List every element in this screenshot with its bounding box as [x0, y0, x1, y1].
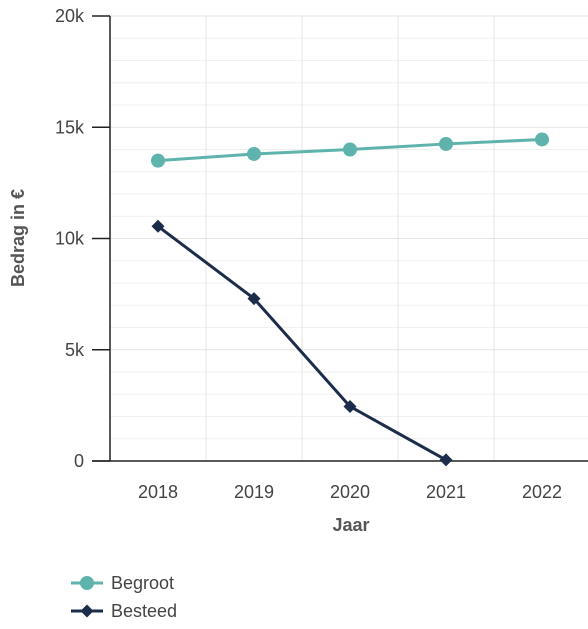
data-point — [439, 136, 453, 151]
y-tick-label: 15k — [55, 117, 85, 137]
y-tick-label: 5k — [65, 340, 85, 360]
y-tick-label: 10k — [55, 229, 85, 249]
grid — [110, 15, 588, 461]
x-tick-label: 2018 — [138, 482, 178, 502]
data-point — [151, 219, 165, 233]
legend-label: Besteed — [111, 601, 177, 621]
x-tick-label: 2022 — [522, 482, 562, 502]
axes: 0 5k 10k 15k 20k 2018 2019 2020 2021 2022 — [55, 6, 588, 502]
legend-marker — [80, 604, 94, 618]
legend-marker — [80, 576, 94, 590]
x-tick-label: 2019 — [234, 482, 274, 502]
x-tick-label: 2020 — [330, 482, 370, 502]
data-point — [247, 146, 261, 161]
legend-label: Begroot — [111, 573, 174, 593]
legend: Begroot Besteed — [71, 573, 177, 621]
x-axis-title: Jaar — [332, 515, 369, 535]
x-tick-label: 2021 — [426, 482, 466, 502]
series-besteed — [151, 219, 453, 467]
legend-item-begroot[interactable]: Begroot — [71, 573, 174, 593]
data-point — [535, 132, 549, 147]
legend-item-besteed[interactable]: Besteed — [71, 601, 177, 621]
series — [151, 132, 549, 467]
data-point — [247, 292, 261, 306]
y-tick-label: 0 — [74, 451, 84, 471]
data-point — [343, 142, 357, 157]
data-point — [343, 399, 357, 413]
y-axis-title: Bedrag in € — [8, 189, 28, 287]
series-begroot — [151, 132, 549, 168]
series-line — [157, 225, 447, 462]
data-point — [151, 153, 165, 168]
y-tick-label: 20k — [55, 6, 85, 26]
data-point — [439, 453, 453, 467]
